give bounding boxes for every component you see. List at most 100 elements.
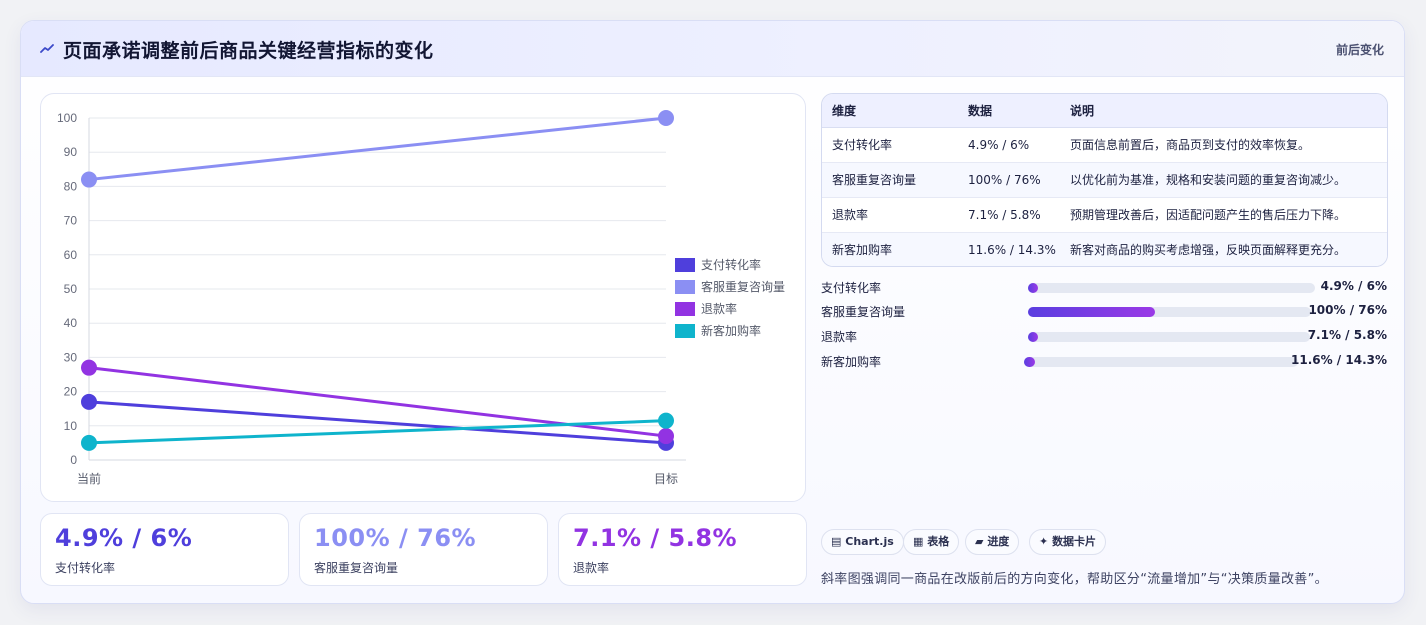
legend-swatch [675, 280, 695, 294]
progress-label: 支付转化率 [821, 281, 882, 295]
table-header-row: 维度 数据 说明 [822, 94, 1387, 128]
table-cell: 退款率 [822, 197, 958, 233]
progress-track [1028, 283, 1315, 293]
progress-fill [1028, 283, 1039, 293]
x-tick-label: 目标 [654, 472, 678, 486]
progress-row: 退款率 7.1% / 5.8% [821, 327, 1391, 347]
tag-label: 进度 [987, 535, 1010, 548]
table-row: 支付转化率 4.9% / 6% 页面信息前置后，商品页到支付的效率恢复。 [822, 127, 1387, 163]
legend-label: 客服重复咨询量 [701, 279, 785, 294]
table-cell: 100% / 76% [958, 162, 1060, 198]
table-cell: 4.9% / 6% [958, 127, 1060, 163]
progress-value: 7.1% / 5.8% [1307, 328, 1387, 342]
series-line [88, 419, 667, 445]
table-cell: 预期管理改善后，因适配问题产生的售后压力下降。 [1060, 197, 1387, 233]
series-line [88, 116, 667, 182]
data-point [81, 393, 97, 410]
y-tick-label: 10 [64, 419, 78, 433]
legend-label: 退款率 [701, 301, 737, 316]
footnote: 斜率图强调同一商品在改版前后的方向变化，帮助区分“流量增加”与“决策质量改善”。 [821, 572, 1328, 587]
y-tick-label: 60 [64, 248, 78, 262]
y-tick-label: 100 [57, 111, 77, 125]
kpi-value: 100% / 76% [314, 524, 477, 552]
y-tick-label: 80 [64, 179, 78, 193]
legend-label: 支付转化率 [701, 257, 761, 272]
progress-label: 客服重复咨询量 [821, 305, 906, 319]
y-tick-label: 50 [64, 282, 78, 296]
tag-data-card[interactable]: ✦ 数据卡片 [1029, 529, 1107, 555]
kpi-label: 客服重复咨询量 [314, 561, 399, 575]
progress-row: 支付转化率 4.9% / 6% [821, 278, 1391, 298]
progress-track [1028, 332, 1310, 342]
kpi-card: 100% / 76% 客服重复咨询量 [299, 513, 548, 586]
data-point [81, 171, 97, 188]
y-tick-label: 20 [64, 385, 78, 399]
progress-fill [1028, 307, 1156, 317]
column-header: 说明 [1060, 94, 1387, 128]
slope-chart: 0 10 20 30 40 50 60 70 80 90 100 当前 目标 支付转化率客服重复咨询量退款… [57, 110, 785, 486]
column-header: 维度 [822, 94, 958, 128]
series-line [88, 400, 667, 445]
data-point [658, 428, 674, 445]
progress-track [1024, 357, 1298, 367]
progress-fill [1024, 357, 1035, 367]
table-cell: 新客加购率 [822, 232, 958, 266]
kpi-value: 7.1% / 5.8% [573, 524, 738, 552]
dashboard-card: 页面承诺调整前后商品关键经营指标的变化 前后变化 0 10 20 30 40 50 60 70… [20, 20, 1405, 604]
kpi-card: 7.1% / 5.8% 退款率 [558, 513, 807, 586]
chart-line-icon [40, 44, 54, 53]
tag-label: Chart.js [845, 535, 894, 548]
kpi-label: 支付转化率 [55, 561, 116, 575]
data-point [658, 412, 674, 429]
legend-swatch [675, 324, 695, 338]
x-tick-label: 当前 [77, 471, 101, 486]
header-tag: 前后变化 [1335, 43, 1384, 57]
y-tick-label: 40 [64, 316, 78, 330]
y-tick-label: 70 [64, 214, 78, 228]
progress-track [1028, 307, 1311, 317]
legend-swatch [675, 302, 695, 316]
legend-label: 新客加购率 [701, 323, 761, 338]
sparkle-icon: ✦ [1039, 535, 1049, 548]
data-point [81, 359, 97, 376]
table-cell: 7.1% / 5.8% [958, 197, 1060, 233]
chart-icon: ▤ [831, 535, 842, 548]
progress-label: 退款率 [821, 330, 858, 344]
legend-swatch [675, 258, 695, 272]
progress-fill [1028, 332, 1038, 342]
table-cell: 页面信息前置后，商品页到支付的效率恢复。 [1060, 127, 1387, 163]
page-title: 页面承诺调整前后商品关键经营指标的变化 [63, 40, 434, 62]
table-cell: 支付转化率 [822, 127, 958, 163]
column-header: 数据 [958, 94, 1060, 128]
slope-chart-panel: 0 10 20 30 40 50 60 70 80 90 100 当前 目标 支付转化率客服重复咨询量 退款… [40, 93, 806, 502]
y-tick-label: 0 [70, 453, 77, 467]
kpi-value: 4.9% / 6% [55, 524, 193, 552]
data-point [81, 434, 97, 451]
table-icon: ▦ [913, 535, 924, 548]
progress-value: 100% / 76% [1308, 303, 1387, 317]
data-point [658, 110, 674, 126]
tag-progress[interactable]: ▰ 进度 [965, 529, 1020, 555]
kpi-card: 4.9% / 6% 支付转化率 [40, 513, 289, 586]
progress-icon: ▰ [975, 535, 984, 548]
progress-value: 11.6% / 14.3% [1291, 353, 1387, 367]
table-cell: 11.6% / 14.3% [958, 232, 1060, 266]
metrics-table: 维度 数据 说明 支付转化率 4.9% / 6% 页面信息前置后，商品页到支付的… [821, 93, 1388, 267]
progress-row: 新客加购率 11.6% / 14.3% [821, 352, 1391, 372]
table-row: 退款率 7.1% / 5.8% 预期管理改善后，因适配问题产生的售后压力下降。 [822, 197, 1387, 233]
y-tick-label: 90 [64, 145, 78, 159]
tag-label: 表格 [927, 535, 950, 548]
table-cell: 客服重复咨询量 [822, 162, 958, 198]
table-cell: 以优化前为基准，规格和安装问题的重复咨询减少。 [1060, 162, 1387, 198]
kpi-label: 退款率 [573, 561, 610, 575]
progress-label: 新客加购率 [821, 355, 882, 369]
table-row: 新客加购率 11.6% / 14.3% 新客对商品的购买考虑增强，反映页面解释更… [822, 232, 1387, 266]
tag-chartjs[interactable]: ▤ Chart.js [821, 529, 904, 555]
y-tick-label: 30 [64, 350, 78, 364]
tag-label: 数据卡片 [1052, 535, 1097, 548]
progress-value: 4.9% / 6% [1320, 279, 1387, 293]
progress-row: 客服重复咨询量 100% / 76% [821, 302, 1391, 322]
tag-table[interactable]: ▦ 表格 [903, 529, 960, 555]
table-row: 客服重复咨询量 100% / 76% 以优化前为基准，规格和安装问题的重复咨询减… [822, 162, 1387, 198]
table-cell: 新客对商品的购买考虑增强，反映页面解释更充分。 [1060, 232, 1387, 266]
